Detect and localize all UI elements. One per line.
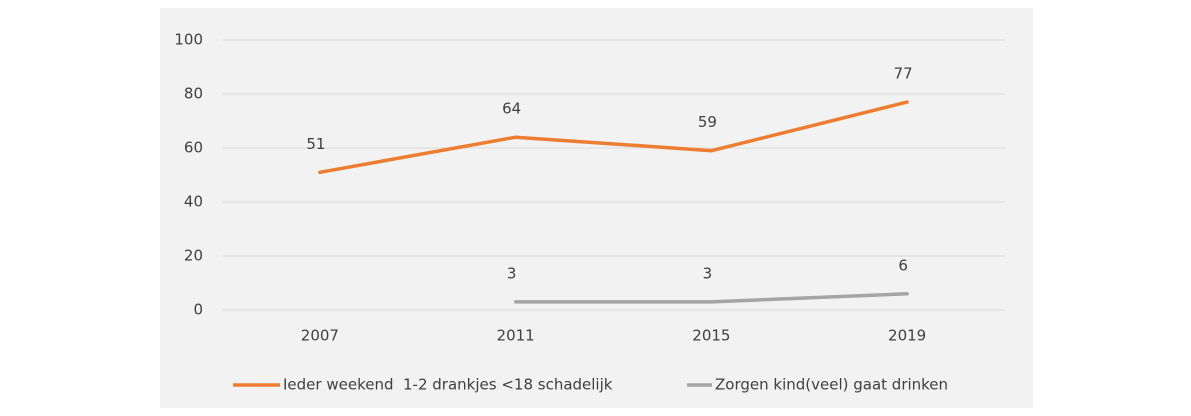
x-tick-label: 2007 xyxy=(301,327,339,345)
series-line xyxy=(513,292,909,304)
y-tick-label: 0 xyxy=(193,301,203,319)
y-tick-label: 60 xyxy=(184,139,203,157)
y-tick-label: 80 xyxy=(184,85,203,103)
data-label: 64 xyxy=(502,100,521,118)
x-tick-label: 2015 xyxy=(692,327,730,345)
data-label: 77 xyxy=(894,65,913,83)
y-tick-label: 20 xyxy=(184,247,203,265)
legend-label: Ieder weekend 1-2 drankjes <18 schadelij… xyxy=(283,376,613,394)
y-tick-label: 100 xyxy=(174,31,203,49)
x-tick-label: 2019 xyxy=(888,327,926,345)
data-label: 59 xyxy=(698,113,717,131)
x-tick-label: 2011 xyxy=(497,327,535,345)
y-tick-label: 40 xyxy=(184,193,203,211)
chart-background xyxy=(160,8,1033,408)
data-label: 6 xyxy=(898,256,908,274)
data-label: 3 xyxy=(507,264,517,282)
data-label: 51 xyxy=(306,135,325,153)
series-line xyxy=(318,100,909,175)
legend-label: Zorgen kind(veel) gaat drinken xyxy=(715,376,948,394)
data-label: 3 xyxy=(703,264,713,282)
